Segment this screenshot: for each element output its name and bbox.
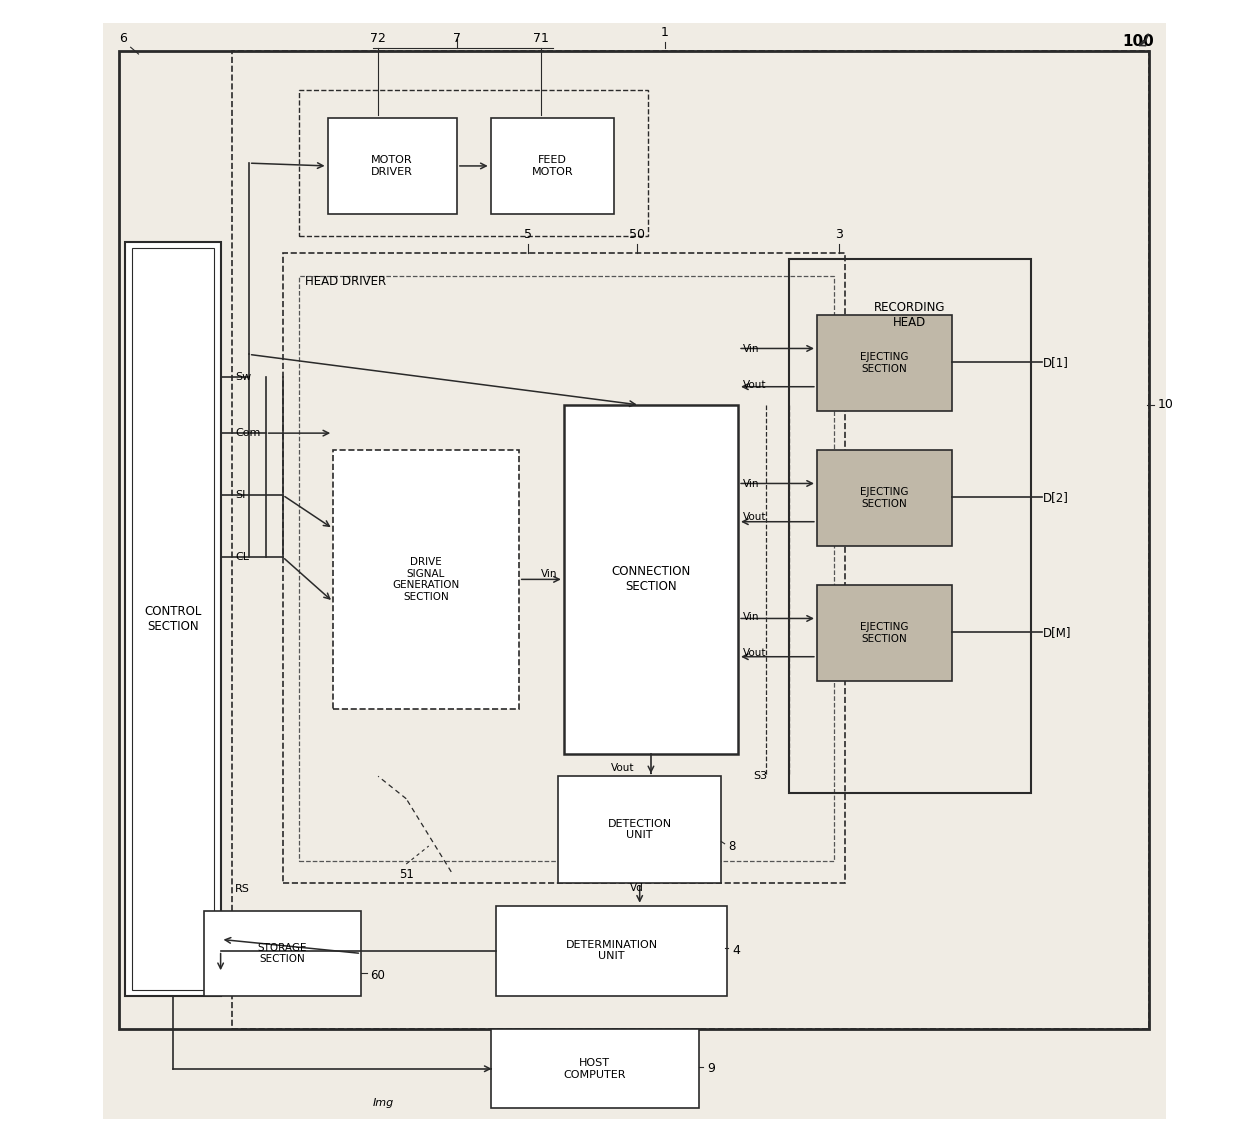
Text: HEAD DRIVER: HEAD DRIVER: [305, 274, 386, 288]
Text: S3: S3: [753, 772, 766, 781]
Text: 8: 8: [728, 839, 735, 853]
Text: STORAGE
SECTION: STORAGE SECTION: [258, 943, 308, 964]
Bar: [558, 776, 722, 883]
Bar: [232, 51, 1148, 1029]
Bar: [564, 405, 738, 754]
Bar: [299, 90, 649, 236]
Text: 51: 51: [399, 868, 414, 882]
Bar: [283, 253, 844, 883]
Text: 7: 7: [453, 32, 461, 45]
Text: 4: 4: [733, 944, 740, 957]
Text: 72: 72: [371, 32, 386, 45]
Text: MOTOR
DRIVER: MOTOR DRIVER: [371, 155, 413, 177]
Bar: [817, 585, 952, 681]
Text: Vin: Vin: [743, 479, 759, 488]
Bar: [817, 315, 952, 411]
Text: EJECTING
SECTION: EJECTING SECTION: [861, 487, 909, 508]
Text: Sw: Sw: [236, 372, 252, 381]
Text: 5: 5: [523, 227, 532, 241]
Text: 10: 10: [1158, 398, 1173, 412]
Bar: [789, 259, 1030, 793]
Text: 100: 100: [1122, 34, 1154, 48]
Text: DETERMINATION
UNIT: DETERMINATION UNIT: [565, 939, 657, 962]
Text: SI: SI: [236, 490, 246, 500]
Text: 71: 71: [533, 32, 549, 45]
Text: 50: 50: [629, 227, 645, 241]
Text: Vout: Vout: [743, 513, 766, 522]
Text: 1: 1: [661, 26, 668, 39]
Bar: [203, 911, 361, 996]
Text: FEED
MOTOR: FEED MOTOR: [532, 155, 573, 177]
Bar: [496, 906, 727, 996]
Bar: [334, 450, 518, 709]
Bar: [491, 118, 614, 214]
Text: Vout: Vout: [743, 648, 766, 657]
Text: 9: 9: [708, 1062, 715, 1076]
Text: D[1]: D[1]: [1043, 356, 1069, 369]
Text: D[2]: D[2]: [1043, 490, 1069, 504]
Text: Vout: Vout: [743, 380, 766, 389]
Text: 6: 6: [119, 32, 128, 45]
Text: CONTROL
SECTION: CONTROL SECTION: [144, 605, 202, 632]
Text: CONNECTION
SECTION: CONNECTION SECTION: [611, 566, 691, 593]
Bar: [119, 51, 1148, 1029]
Text: 3: 3: [836, 227, 843, 241]
Text: Img: Img: [372, 1098, 394, 1107]
Bar: [131, 248, 213, 990]
Text: Vd: Vd: [630, 883, 644, 893]
Text: HOST
COMPUTER: HOST COMPUTER: [563, 1058, 626, 1080]
Text: RECORDING
HEAD: RECORDING HEAD: [874, 302, 945, 328]
Text: EJECTING
SECTION: EJECTING SECTION: [861, 622, 909, 643]
Bar: [299, 276, 833, 861]
Text: RS: RS: [236, 884, 250, 893]
Bar: [817, 450, 952, 546]
Text: Vout: Vout: [610, 763, 634, 773]
Text: Com: Com: [236, 429, 260, 438]
Text: CL: CL: [236, 552, 249, 561]
Text: DETECTION
UNIT: DETECTION UNIT: [608, 819, 672, 840]
Text: 60: 60: [371, 969, 386, 982]
Text: D[M]: D[M]: [1043, 626, 1071, 639]
Bar: [491, 1029, 699, 1108]
Text: Vin: Vin: [743, 344, 759, 353]
Text: Vin: Vin: [541, 569, 558, 578]
Text: DRIVE
SIGNAL
GENERATION
SECTION: DRIVE SIGNAL GENERATION SECTION: [392, 557, 460, 602]
Bar: [327, 118, 456, 214]
Text: EJECTING
SECTION: EJECTING SECTION: [861, 352, 909, 374]
Text: Vin: Vin: [743, 612, 759, 621]
Bar: [125, 242, 221, 996]
